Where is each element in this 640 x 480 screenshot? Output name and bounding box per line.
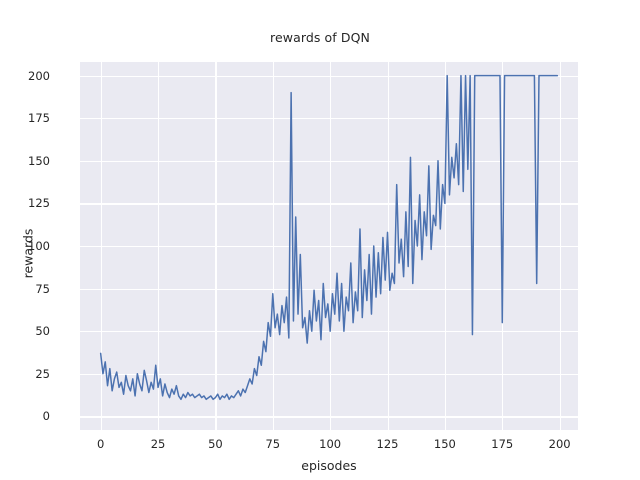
x-tick-label: 25 bbox=[150, 437, 166, 451]
gridline-horizontal bbox=[80, 288, 578, 290]
gridline-vertical bbox=[272, 62, 274, 430]
rewards-polyline bbox=[99, 74, 559, 401]
y-tick-label: 0 bbox=[42, 409, 50, 424]
plot-area bbox=[80, 62, 578, 430]
x-tick-label: 75 bbox=[265, 437, 281, 451]
x-tick-label: 50 bbox=[208, 437, 223, 451]
x-tick-label: 175 bbox=[491, 437, 514, 451]
gridline-horizontal bbox=[80, 246, 578, 248]
x-tick-label: 100 bbox=[319, 437, 342, 451]
gridline-vertical bbox=[100, 62, 102, 430]
gridline-vertical bbox=[559, 62, 561, 430]
gridline-horizontal bbox=[80, 331, 578, 333]
y-tick-label: 75 bbox=[35, 281, 50, 296]
gridline-horizontal bbox=[80, 160, 578, 162]
y-tick-label: 150 bbox=[28, 153, 50, 168]
gridline-vertical bbox=[215, 62, 217, 430]
x-tick-label: 0 bbox=[96, 437, 105, 451]
gridline-vertical bbox=[330, 62, 332, 430]
y-tick-label: 200 bbox=[28, 68, 50, 83]
x-tick-label: 200 bbox=[548, 437, 571, 451]
y-tick-label: 175 bbox=[28, 111, 50, 126]
y-tick-label: 25 bbox=[35, 366, 50, 381]
gridline-horizontal bbox=[80, 203, 578, 205]
x-tick-label: 125 bbox=[376, 437, 399, 451]
y-tick-label: 100 bbox=[28, 239, 50, 253]
data-series-line bbox=[99, 74, 559, 401]
gridline-horizontal bbox=[80, 75, 578, 77]
gridline-horizontal bbox=[80, 118, 578, 120]
y-tick-label: 125 bbox=[28, 196, 50, 211]
gridline-vertical bbox=[158, 62, 160, 430]
x-axis-label: episodes bbox=[301, 458, 357, 473]
x-tick-label: 150 bbox=[433, 437, 456, 451]
y-tick-label: 50 bbox=[35, 324, 50, 339]
gridline-horizontal bbox=[80, 373, 578, 375]
gridline-vertical bbox=[444, 62, 447, 430]
chart-title: rewards of DQN bbox=[269, 30, 370, 45]
gridline-horizontal bbox=[80, 416, 578, 418]
